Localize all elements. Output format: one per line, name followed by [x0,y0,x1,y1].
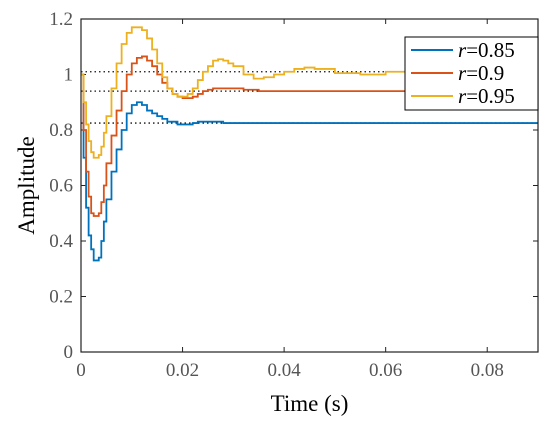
y-tick-label: 0.8 [49,120,73,141]
series-layer [81,26,538,262]
legend-value: =0.95 [466,84,515,108]
legend: r=0.85r=0.9r=0.95 [404,36,539,111]
x-tick-label: 0 [76,360,86,381]
legend-variable: r [458,38,467,62]
y-tick-label: 0.2 [49,287,73,308]
x-tick-label: 0.06 [369,360,402,381]
legend-variable: r [458,84,467,108]
plot-frame [80,18,539,353]
legend-value: =0.9 [466,61,504,85]
legend-entry: r=0.9 [458,61,504,85]
y-tick-labels: 0 0.2 0.4 0.6 0.8 1 1.2 [49,9,73,363]
series-line [81,55,538,217]
legend-entry: r=0.85 [458,38,515,62]
x-axis-label: Time (s) [271,391,349,416]
legend-variable: r [458,61,467,85]
y-tick-label: 0 [64,342,74,363]
y-tick-label: 1.2 [49,9,73,30]
y-axis-label: Amplitude [14,136,39,234]
legend-entry: r=0.95 [458,84,515,108]
y-tick-label: 0.4 [49,231,73,252]
x-tick-labels: 0 0.02 0.04 0.06 0.08 [76,360,504,381]
x-tick-label: 0.08 [471,360,504,381]
y-tick-label: 1 [64,65,74,86]
y-tick-label: 0.6 [49,176,73,197]
x-tick-label: 0.04 [267,360,301,381]
series-line [81,73,538,262]
x-tick-label: 0.02 [166,360,199,381]
series-line [81,26,538,159]
legend-value: =0.85 [466,38,515,62]
